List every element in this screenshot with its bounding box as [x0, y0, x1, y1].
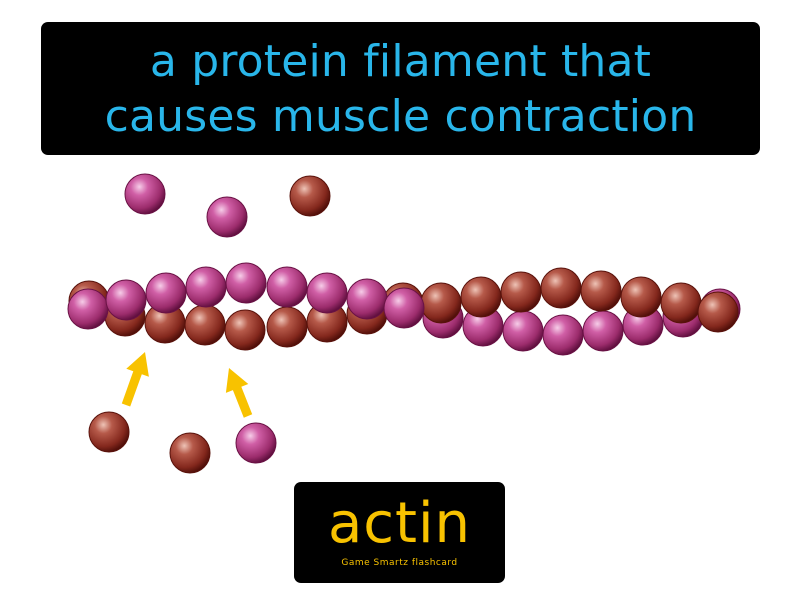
brown-bead-icon	[620, 276, 662, 318]
purple-bead-icon	[542, 314, 584, 356]
definition-line-2: causes muscle contraction	[104, 90, 697, 142]
arrow-up-icon	[121, 352, 149, 407]
brown-bead-icon	[266, 306, 308, 348]
brown-bead-icon	[500, 271, 542, 313]
definition-box: a protein filament that causes muscle co…	[41, 22, 760, 155]
purple-bead-icon	[502, 310, 544, 352]
brown-bead-icon	[460, 276, 502, 318]
purple-bead-icon	[346, 278, 388, 320]
brown-bead-icon	[169, 432, 211, 474]
brown-bead-icon	[580, 270, 622, 312]
brown-bead-icon	[224, 309, 266, 351]
brown-bead-icon	[697, 291, 739, 333]
purple-bead-icon	[206, 196, 248, 238]
purple-bead-icon	[124, 173, 166, 215]
purple-bead-icon	[266, 266, 308, 308]
brown-bead-icon	[660, 282, 702, 324]
term-box: actin Game Smartz flashcard	[294, 482, 505, 583]
purple-bead-icon	[145, 272, 187, 314]
purple-bead-icon	[105, 279, 147, 321]
term-title: actin	[327, 491, 472, 556]
purple-bead-icon	[225, 262, 267, 304]
purple-bead-icon	[67, 288, 109, 330]
brown-bead-icon	[540, 267, 582, 309]
brown-bead-icon	[184, 304, 226, 346]
purple-bead-icon	[235, 422, 277, 464]
purple-bead-icon	[185, 266, 227, 308]
definition-line-1: a protein filament that	[149, 35, 652, 87]
brand-label: Game Smartz flashcard	[341, 558, 458, 568]
purple-bead-icon	[582, 310, 624, 352]
purple-bead-icon	[306, 272, 348, 314]
brown-bead-icon	[420, 282, 462, 324]
brown-bead-icon	[289, 175, 331, 217]
brown-bead-icon	[88, 411, 130, 453]
purple-bead-icon	[383, 287, 425, 329]
arrow-up-icon	[225, 368, 253, 418]
